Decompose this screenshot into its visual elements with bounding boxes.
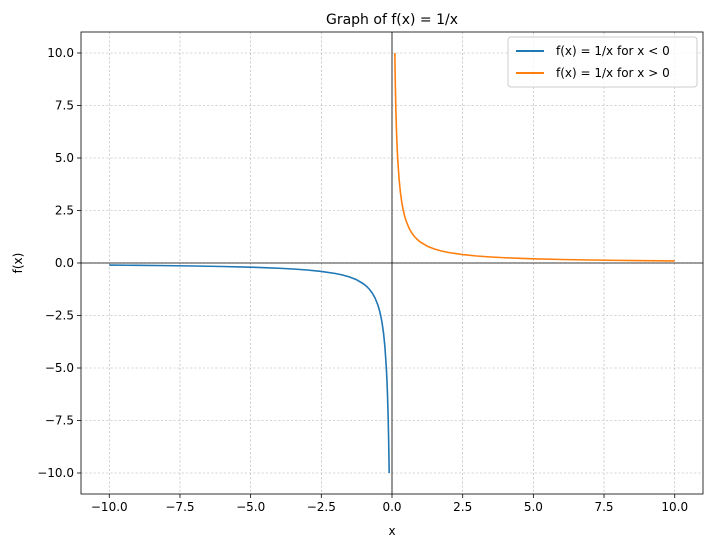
- x-axis-label: x: [388, 524, 395, 538]
- x-tick-label: 5.0: [524, 500, 543, 514]
- x-axis-ticks: −10.0 −7.5 −5.0 −2.5 0.0 2.5 5.0 7.5 10.0: [91, 494, 688, 514]
- y-tick-label: 2.5: [55, 204, 74, 218]
- x-tick-label: 7.5: [594, 500, 613, 514]
- x-tick-label: 0.0: [382, 500, 401, 514]
- y-tick-label: 10.0: [47, 46, 74, 60]
- y-tick-label: 5.0: [55, 151, 74, 165]
- y-tick-label: −7.5: [45, 414, 74, 428]
- y-tick-label: −2.5: [45, 309, 74, 323]
- series-line-positive: [394, 52, 675, 262]
- y-tick-label: 0.0: [55, 256, 74, 270]
- chart-title: Graph of f(x) = 1/x: [326, 12, 458, 28]
- y-axis-ticks: −10.0 −7.5 −5.0 −2.5 0.0 2.5 5.0 7.5 10.0: [37, 46, 81, 480]
- legend-label-positive: f(x) = 1/x for x > 0: [556, 66, 670, 80]
- series-lines: [109, 52, 675, 474]
- x-tick-label: 2.5: [453, 500, 472, 514]
- x-tick-label: −5.0: [236, 500, 265, 514]
- series-line-negative: [109, 264, 390, 474]
- legend: f(x) = 1/x for x < 0 f(x) = 1/x for x > …: [507, 36, 698, 88]
- y-tick-label: −10.0: [37, 466, 74, 480]
- y-axis-label: f(x): [11, 253, 25, 274]
- x-tick-label: −7.5: [165, 500, 194, 514]
- legend-frame: [507, 36, 698, 88]
- x-tick-label: 10.0: [661, 500, 688, 514]
- x-tick-label: −2.5: [307, 500, 336, 514]
- y-tick-label: −5.0: [45, 361, 74, 375]
- legend-label-negative: f(x) = 1/x for x < 0: [556, 44, 670, 58]
- x-tick-label: −10.0: [91, 500, 128, 514]
- reference-lines: [81, 32, 703, 494]
- y-tick-label: 7.5: [55, 99, 74, 113]
